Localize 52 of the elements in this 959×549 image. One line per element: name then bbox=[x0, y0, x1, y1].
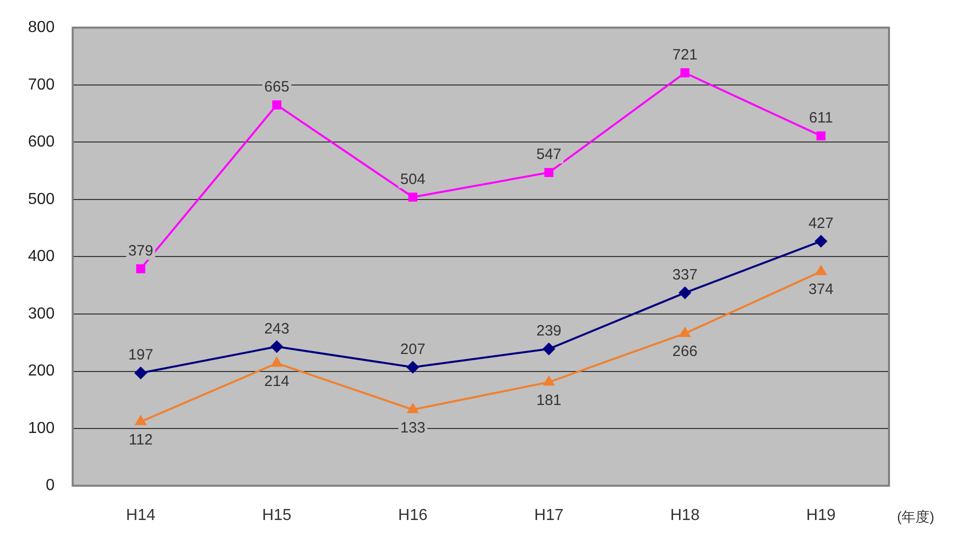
data-label: 112 bbox=[128, 431, 153, 448]
y-tick-label: 500 bbox=[28, 190, 55, 208]
point bbox=[134, 366, 147, 379]
data-label: 721 bbox=[672, 46, 698, 64]
point bbox=[270, 340, 283, 353]
data-label: 374 bbox=[808, 281, 834, 298]
data-label: 504 bbox=[400, 170, 426, 188]
point bbox=[814, 235, 827, 248]
point bbox=[136, 264, 146, 274]
data-label: 239 bbox=[536, 322, 562, 340]
point bbox=[680, 68, 690, 78]
point bbox=[680, 327, 690, 337]
point bbox=[271, 357, 282, 367]
data-label: 266 bbox=[672, 343, 698, 360]
y-tick-label: 300 bbox=[28, 305, 55, 322]
point bbox=[135, 416, 146, 426]
x-tick-label: H15 bbox=[262, 506, 292, 524]
y-tick-label: 700 bbox=[28, 76, 55, 94]
data-label: 133 bbox=[400, 419, 426, 436]
point bbox=[544, 168, 554, 178]
point bbox=[542, 342, 555, 355]
x-tick-label: H16 bbox=[398, 506, 428, 524]
data-label: 665 bbox=[264, 78, 290, 96]
point bbox=[544, 376, 554, 386]
point bbox=[272, 100, 282, 110]
data-label: 379 bbox=[128, 242, 154, 260]
point bbox=[816, 266, 826, 276]
point bbox=[816, 131, 826, 140]
data-label: 427 bbox=[808, 214, 834, 232]
y-tick-label: 100 bbox=[28, 420, 55, 437]
data-label: 214 bbox=[264, 372, 290, 390]
data-label: 197 bbox=[128, 346, 154, 364]
data-label: 337 bbox=[672, 266, 698, 284]
x-tick-label: H18 bbox=[670, 506, 700, 524]
x-tick-label: H19 bbox=[806, 506, 836, 524]
point bbox=[407, 404, 418, 414]
y-tick-label: 800 bbox=[28, 19, 55, 36]
y-tick-label: 200 bbox=[28, 362, 55, 380]
data-label: 207 bbox=[400, 340, 426, 358]
y-tick-label: 600 bbox=[28, 134, 55, 151]
x-axis-title: (年度) bbox=[897, 508, 934, 525]
y-tick-label: 400 bbox=[28, 248, 55, 266]
data-label: 243 bbox=[264, 320, 290, 338]
x-tick-label: H17 bbox=[534, 506, 564, 524]
point bbox=[408, 192, 418, 202]
data-label: 181 bbox=[536, 392, 562, 409]
x-tick-label: H14 bbox=[126, 506, 156, 524]
data-label: 547 bbox=[536, 146, 562, 164]
point bbox=[678, 286, 691, 299]
y-tick-label: 0 bbox=[46, 477, 55, 494]
data-label: 611 bbox=[809, 109, 833, 126]
point bbox=[406, 361, 419, 374]
